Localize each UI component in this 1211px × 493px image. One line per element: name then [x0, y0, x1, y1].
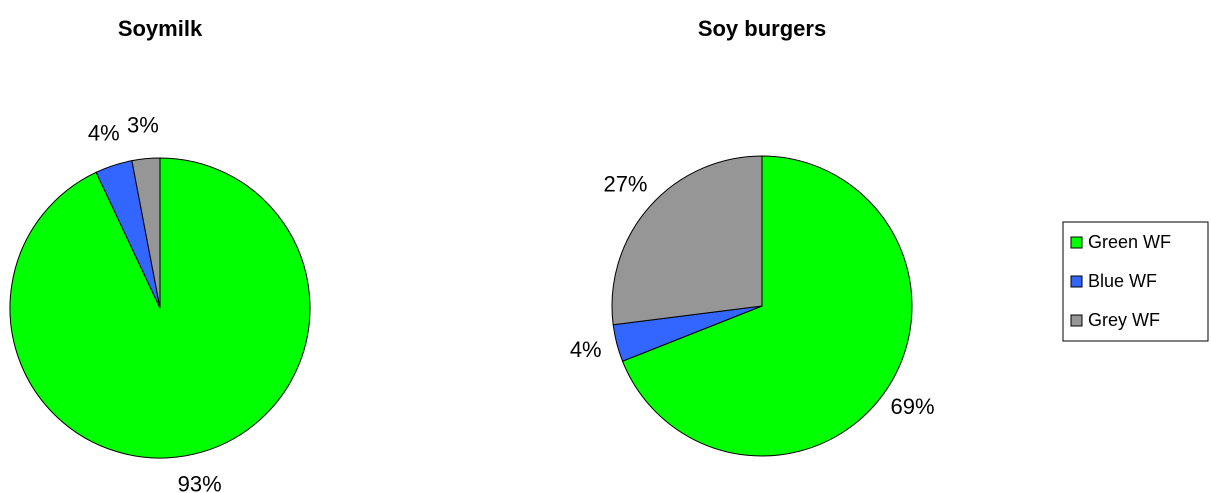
pie-slice	[611, 155, 763, 326]
data-label: 4%	[88, 121, 120, 146]
chart-title: Soymilk	[118, 16, 203, 41]
legend-label: Green WF	[1088, 232, 1171, 252]
legend-swatch	[1070, 236, 1083, 249]
legend-swatch	[1070, 275, 1083, 288]
data-label: 3%	[127, 113, 159, 138]
legend-label: Blue WF	[1088, 271, 1157, 291]
chart-title: Soy burgers	[698, 16, 826, 41]
legend-swatch	[1070, 314, 1083, 327]
legend-box	[1062, 221, 1209, 342]
pie-slice	[621, 155, 913, 457]
pie-slice	[131, 157, 161, 309]
data-label: 69%	[891, 394, 935, 419]
data-label: 4%	[570, 337, 602, 362]
data-label: 27%	[603, 171, 647, 196]
legend-label: Grey WF	[1088, 310, 1160, 330]
data-label: 93%	[178, 471, 222, 493]
